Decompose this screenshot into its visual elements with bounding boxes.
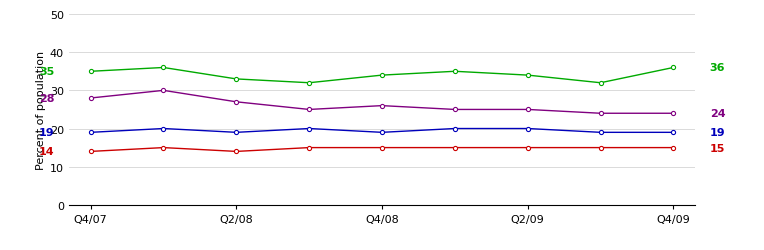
- 25 to 39: [523, 128, 533, 130]
- 25 to 39: [86, 131, 96, 134]
- 25 to 39: [450, 128, 459, 130]
- Text: 19: 19: [38, 128, 54, 138]
- 55 & older: [86, 97, 96, 100]
- Text: 24: 24: [710, 109, 726, 119]
- 55 & older: [159, 90, 168, 92]
- 16 to 24: [596, 82, 605, 85]
- Text: 15: 15: [710, 143, 725, 153]
- 25 to 39: [159, 128, 168, 130]
- 25 to 39: [231, 131, 241, 134]
- 16 to 24: [231, 78, 241, 81]
- 16 to 24: [450, 70, 459, 74]
- 16 to 24: [377, 74, 387, 77]
- Text: 35: 35: [39, 67, 54, 77]
- 25 to 39: [377, 131, 387, 134]
- 55 & older: [668, 112, 678, 115]
- Text: 36: 36: [710, 63, 725, 73]
- 55 & older: [377, 105, 387, 108]
- 55 & older: [596, 112, 605, 115]
- Line: 55 & older: 55 & older: [89, 89, 675, 116]
- Text: 28: 28: [39, 94, 54, 104]
- 55 & older: [450, 108, 459, 112]
- 55 & older: [305, 108, 314, 112]
- Text: 19: 19: [710, 128, 726, 138]
- 25 to 39: [596, 131, 605, 134]
- 55 & older: [231, 101, 241, 104]
- 40 to 54: [450, 146, 459, 150]
- 25 to 39: [668, 131, 678, 134]
- 16 to 24: [523, 74, 533, 77]
- 40 to 54: [596, 146, 605, 150]
- Line: 25 to 39: 25 to 39: [89, 127, 675, 135]
- 40 to 54: [523, 146, 533, 150]
- 16 to 24: [305, 82, 314, 85]
- 16 to 24: [86, 70, 96, 74]
- 40 to 54: [231, 150, 241, 153]
- 40 to 54: [86, 150, 96, 153]
- Y-axis label: Percent of population: Percent of population: [36, 51, 46, 169]
- 16 to 24: [668, 67, 678, 70]
- 25 to 39: [305, 128, 314, 130]
- Line: 40 to 54: 40 to 54: [89, 146, 675, 154]
- 40 to 54: [377, 146, 387, 150]
- 40 to 54: [305, 146, 314, 150]
- 40 to 54: [668, 146, 678, 150]
- 40 to 54: [159, 146, 168, 150]
- 55 & older: [523, 108, 533, 112]
- Line: 16 to 24: 16 to 24: [89, 66, 675, 86]
- 16 to 24: [159, 67, 168, 70]
- Text: 14: 14: [38, 147, 54, 157]
